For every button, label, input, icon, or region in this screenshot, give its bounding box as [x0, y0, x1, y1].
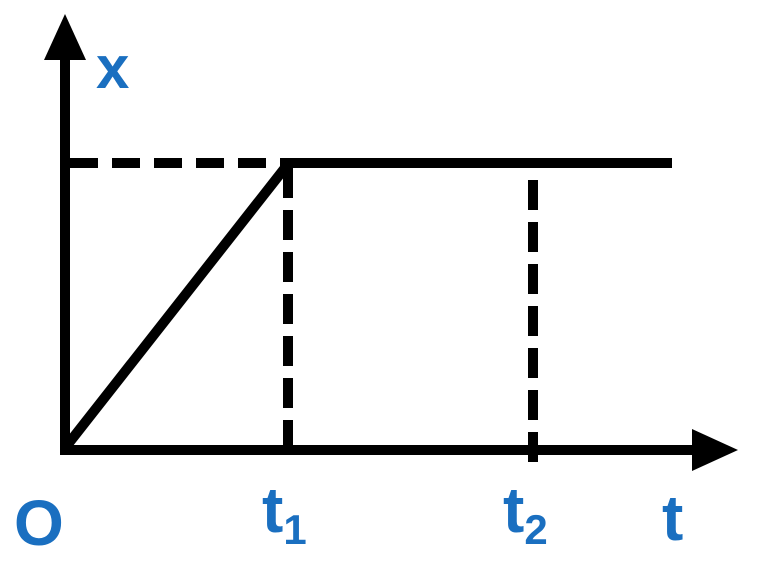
t2-label: t2: [503, 474, 548, 553]
t1-label-sub: 1: [283, 506, 306, 553]
y-axis-arrowhead: [44, 14, 86, 60]
t1-label: t1: [262, 474, 307, 553]
y-axis-label: x: [96, 34, 129, 101]
t2-label-sub: 2: [524, 506, 547, 553]
x-axis-arrowhead: [692, 429, 738, 471]
t1-label-base: t: [262, 474, 283, 546]
origin-label: O: [14, 487, 64, 559]
rising-segment: [60, 159, 293, 453]
x-axis-label: t: [662, 482, 683, 554]
t2-label-base: t: [503, 474, 524, 546]
